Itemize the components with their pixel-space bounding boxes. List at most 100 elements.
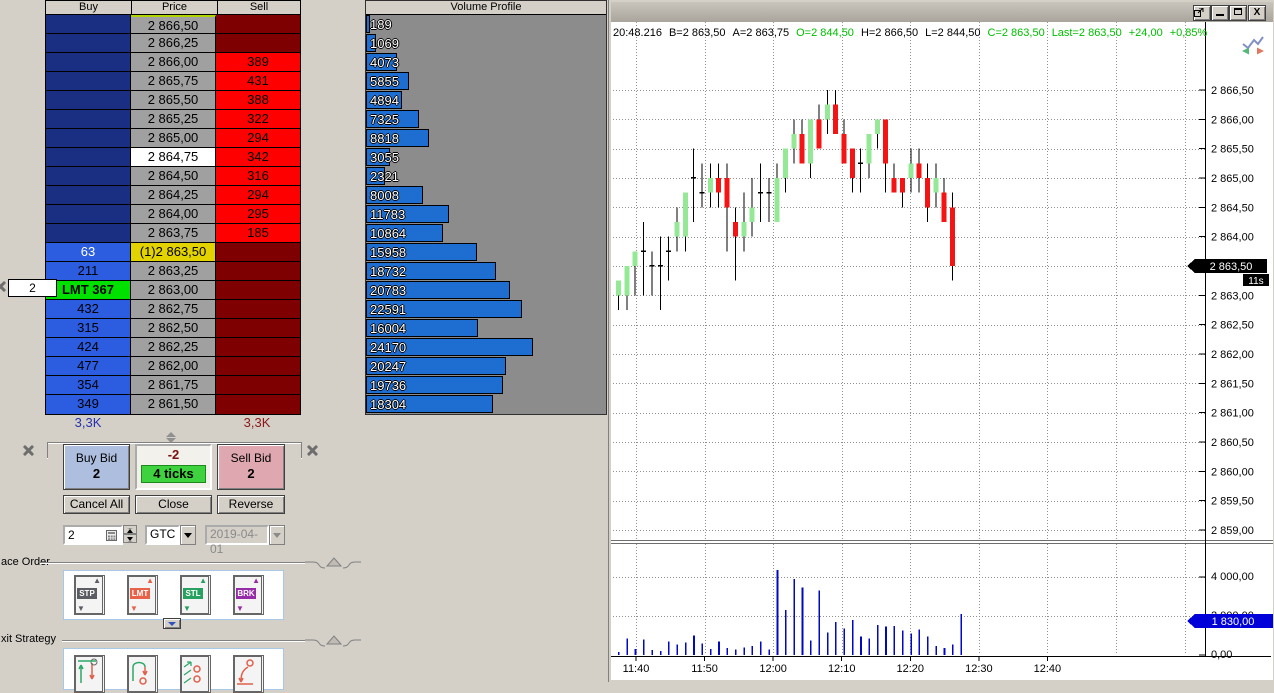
place-order-collapse-widget[interactable] <box>305 554 361 570</box>
dom-buy-cell[interactable] <box>46 110 131 128</box>
dom-price-cell[interactable]: 2 865,75 <box>131 72 216 90</box>
dom-price-cell[interactable]: 2 864,50 <box>131 167 216 185</box>
dom-price-cell[interactable]: 2 865,50 <box>131 91 216 109</box>
stepper-up-icon[interactable] <box>123 525 137 534</box>
edge-quantity-box[interactable]: 2 <box>8 279 57 297</box>
dom-sell-cell[interactable]: 185 <box>216 224 300 242</box>
dom-sell-cell[interactable]: 316 <box>216 167 300 185</box>
dom-sell-cell[interactable]: 389 <box>216 53 300 71</box>
dom-price-cell[interactable]: 2 866,25 <box>131 34 216 52</box>
dom-sell-cell[interactable] <box>216 262 300 280</box>
chart-window-titlebar[interactable]: X <box>611 2 1273 22</box>
order-type-icon-stl[interactable]: STL ▲ ▼ <box>180 575 211 615</box>
dom-buy-cell[interactable]: 211 <box>46 262 131 280</box>
dom-buy-cell[interactable] <box>46 167 131 185</box>
dom-sell-cell[interactable] <box>216 281 300 299</box>
price-chart[interactable]: 2 866,50 2 866,00 2 865,50 2 865,00 2 864,50… <box>611 22 1273 680</box>
stepper-down-icon[interactable] <box>123 534 137 543</box>
dom-buy-cell[interactable]: 424 <box>46 338 131 356</box>
dom-price-cell[interactable]: 2 862,75 <box>131 300 216 318</box>
quantity-input[interactable]: 2 <box>63 525 123 545</box>
dom-price-cell[interactable]: 2 864,25 <box>131 186 216 204</box>
dom-buy-cell[interactable] <box>46 186 131 204</box>
minimize-icon[interactable] <box>1211 5 1229 21</box>
dom-sell-cell[interactable] <box>216 376 300 394</box>
close-icon[interactable] <box>0 280 7 293</box>
reverse-button[interactable]: Reverse <box>217 495 285 514</box>
dom-sell-cell[interactable] <box>216 357 300 375</box>
dom-price-cell[interactable]: (1)2 863,50 <box>131 243 216 261</box>
dom-buy-cell[interactable] <box>46 72 131 90</box>
tif-select[interactable]: GTC <box>145 525 196 545</box>
dom-buy-cell[interactable]: 477 <box>46 357 131 375</box>
dom-buy-cell[interactable]: 354 <box>46 376 131 394</box>
panel-splitter-handle[interactable] <box>166 432 180 443</box>
expiry-date-select[interactable]: 2019-04-01 <box>205 525 285 556</box>
dom-buy-cell[interactable]: 432 <box>46 300 131 318</box>
dom-sell-cell[interactable] <box>216 15 300 33</box>
dom-sell-cell[interactable] <box>216 243 300 261</box>
calculator-icon[interactable] <box>106 530 117 541</box>
chart-client-area[interactable]: 20:48.216 B=2 863,50 A=2 863,75 O=2 844,50 H… <box>611 22 1273 680</box>
detach-window-icon[interactable] <box>1193 5 1211 21</box>
close-panel-right-icon[interactable] <box>306 444 319 457</box>
dom-price-cell[interactable]: 2 864,00 <box>131 205 216 223</box>
quantity-stepper[interactable] <box>123 525 137 545</box>
dom-buy-cell[interactable] <box>46 224 131 242</box>
exit-strategy-icon-1[interactable] <box>74 655 105 693</box>
buy-bid-button[interactable]: Buy Bid 2 <box>63 444 130 490</box>
dom-buy-cell[interactable]: LMT 367 <box>46 281 131 299</box>
order-type-icon-brk[interactable]: BRK ▲ ▼ <box>233 575 264 615</box>
dom-price-cell[interactable]: 2 863,00 <box>131 281 216 299</box>
dom-buy-cell[interactable] <box>46 15 131 33</box>
dom-price-cell[interactable]: 2 863,75 <box>131 224 216 242</box>
dom-sell-cell[interactable]: 294 <box>216 186 300 204</box>
order-type-dropdown-button[interactable] <box>163 618 181 629</box>
dom-buy-cell[interactable] <box>46 53 131 71</box>
trend-arrows-icon[interactable] <box>1241 34 1265 56</box>
sell-bid-button[interactable]: Sell Bid 2 <box>217 444 285 490</box>
order-type-icon-stp[interactable]: STP ▲ ▼ <box>74 575 105 615</box>
dom-sell-cell[interactable]: 431 <box>216 72 300 90</box>
order-type-icon-lmt[interactable]: LMT ▲ ▼ <box>127 575 158 615</box>
dom-buy-cell[interactable] <box>46 34 131 52</box>
dom-sell-cell[interactable]: 322 <box>216 110 300 128</box>
dom-price-cell[interactable]: 2 865,25 <box>131 110 216 128</box>
dom-price-cell[interactable]: 2 863,25 <box>131 262 216 280</box>
dom-price-cell[interactable]: 2 862,50 <box>131 319 216 337</box>
close-panel-left-icon[interactable] <box>22 444 35 457</box>
chevron-down-icon[interactable] <box>180 525 196 545</box>
dom-sell-cell[interactable]: 294 <box>216 129 300 147</box>
exit-strategy-collapse-widget[interactable] <box>305 632 361 648</box>
dom-sell-cell[interactable]: 342 <box>216 148 300 166</box>
dom-buy-cell[interactable] <box>46 91 131 109</box>
close-position-button[interactable]: Close <box>135 495 212 514</box>
dom-price-cell[interactable]: 2 861,75 <box>131 376 216 394</box>
dom-sell-cell[interactable]: 388 <box>216 91 300 109</box>
maximize-icon[interactable] <box>1229 5 1247 21</box>
dom-buy-cell[interactable] <box>46 148 131 166</box>
dom-sell-cell[interactable] <box>216 395 300 414</box>
dom-price-cell[interactable]: 2 862,25 <box>131 338 216 356</box>
dom-sell-cell[interactable] <box>216 319 300 337</box>
dom-buy-cell[interactable]: 315 <box>46 319 131 337</box>
dom-price-cell[interactable]: 2 861,50 <box>131 395 216 414</box>
exit-strategy-icon-2[interactable] <box>127 655 158 693</box>
dom-buy-cell[interactable] <box>46 129 131 147</box>
dom-price-cell[interactable]: 2 864,75 <box>131 148 216 166</box>
close-window-icon[interactable]: X <box>1248 5 1266 21</box>
dom-price-cell[interactable]: 2 866,50 <box>131 15 216 33</box>
cancel-all-button[interactable]: Cancel All <box>63 495 130 514</box>
dom-sell-cell[interactable]: 295 <box>216 205 300 223</box>
dom-price-cell[interactable]: 2 865,00 <box>131 129 216 147</box>
exit-strategy-icon-3[interactable] <box>180 655 211 693</box>
dom-sell-cell[interactable] <box>216 338 300 356</box>
dom-sell-cell[interactable] <box>216 34 300 52</box>
dom-buy-cell[interactable] <box>46 205 131 223</box>
exit-strategy-icon-4[interactable] <box>233 655 264 693</box>
dom-buy-cell[interactable]: 349 <box>46 395 131 414</box>
dom-price-cell[interactable]: 2 866,00 <box>131 53 216 71</box>
dom-buy-cell[interactable]: 63 <box>46 243 131 261</box>
dom-price-cell[interactable]: 2 862,00 <box>131 357 216 375</box>
dom-sell-cell[interactable] <box>216 300 300 318</box>
